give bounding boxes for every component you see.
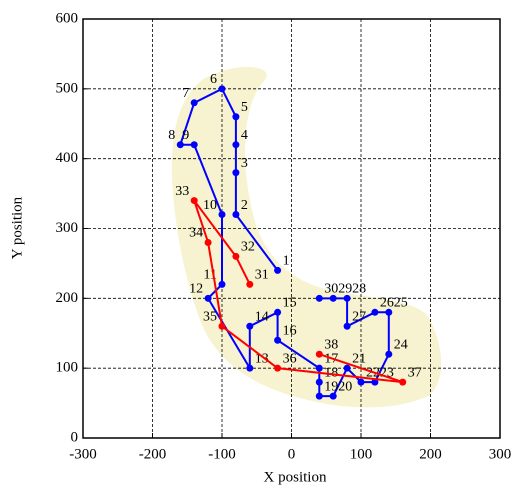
point-label: 33 xyxy=(175,184,189,199)
point-label: 1 xyxy=(283,254,290,269)
point-label: 25 xyxy=(394,296,408,311)
data-point xyxy=(329,392,337,400)
data-point xyxy=(218,322,226,330)
point-label: 32 xyxy=(241,240,255,255)
x-tick-label: 0 xyxy=(288,446,296,462)
x-tick-label: 300 xyxy=(489,446,512,462)
series-line xyxy=(193,199,404,384)
data-point xyxy=(274,266,282,274)
data-point xyxy=(343,364,351,372)
data-point xyxy=(399,378,407,386)
point-label: 37 xyxy=(408,365,422,380)
point-label: 35 xyxy=(203,309,217,324)
data-point xyxy=(385,308,393,316)
data-point xyxy=(176,141,184,149)
point-label: 4 xyxy=(241,128,248,143)
data-point xyxy=(232,169,240,177)
data-point xyxy=(218,211,226,219)
point-label: 18 xyxy=(324,365,338,380)
point-label: 19 xyxy=(324,379,338,394)
point-label: 34 xyxy=(189,226,203,241)
data-point xyxy=(329,294,337,302)
point-label: 10 xyxy=(203,198,217,213)
data-point xyxy=(232,113,240,121)
y-tick-label: 0 xyxy=(71,429,79,445)
point-label: 31 xyxy=(255,268,269,283)
point-label: 24 xyxy=(394,337,408,352)
data-point xyxy=(246,364,254,372)
point-label: 26 xyxy=(380,296,394,311)
data-point xyxy=(204,238,212,246)
data-point xyxy=(232,252,240,260)
data-point xyxy=(357,378,365,386)
region-shading xyxy=(171,66,442,408)
data-point xyxy=(385,350,393,358)
data-point xyxy=(343,294,351,302)
point-label: 38 xyxy=(324,337,338,352)
y-tick-label: 600 xyxy=(56,10,79,26)
point-label: 29 xyxy=(338,282,352,297)
data-point xyxy=(190,99,198,107)
data-point xyxy=(274,364,282,372)
point-label: 3 xyxy=(241,156,248,171)
data-point xyxy=(274,336,282,344)
data-point xyxy=(190,141,198,149)
point-label: 14 xyxy=(255,309,269,324)
data-point xyxy=(204,294,212,302)
data-point xyxy=(315,378,323,386)
data-point xyxy=(371,378,379,386)
data-point xyxy=(232,141,240,149)
x-axis-label: X position xyxy=(264,469,327,485)
point-label: 7 xyxy=(182,86,189,101)
data-point xyxy=(343,322,351,330)
data-point xyxy=(315,350,323,358)
point-label: 27 xyxy=(352,309,366,324)
point-label: 30 xyxy=(324,282,338,297)
x-tick-label: 200 xyxy=(419,446,442,462)
point-label: 15 xyxy=(283,296,297,311)
point-label: 6 xyxy=(210,72,217,87)
x-tick-label: 100 xyxy=(350,446,373,462)
y-tick-label: 500 xyxy=(56,80,79,96)
point-label: 20 xyxy=(338,379,352,394)
data-point xyxy=(190,197,198,205)
data-point xyxy=(218,280,226,288)
y-tick-label: 100 xyxy=(56,360,79,376)
data-point xyxy=(315,294,323,302)
point-label: 9 xyxy=(182,128,189,143)
data-point xyxy=(315,364,323,372)
data-point xyxy=(274,308,282,316)
y-tick-label: 400 xyxy=(56,150,79,166)
data-point xyxy=(246,280,254,288)
point-label: 28 xyxy=(352,282,366,297)
point-label: 16 xyxy=(283,323,297,338)
data-point xyxy=(246,322,254,330)
y-tick-label: 200 xyxy=(56,290,79,306)
data-point xyxy=(315,392,323,400)
point-label: 12 xyxy=(189,282,203,297)
x-tick-label: -300 xyxy=(69,446,97,462)
data-point xyxy=(232,211,240,219)
point-label: 13 xyxy=(255,351,269,366)
point-label: 8 xyxy=(168,128,175,143)
x-tick-label: -200 xyxy=(139,446,167,462)
point-label: 5 xyxy=(241,100,248,115)
y-axis-label: Y position xyxy=(9,196,25,259)
data-point xyxy=(218,85,226,93)
point-label: 2 xyxy=(241,198,248,213)
plot-frame xyxy=(82,18,501,439)
x-tick-label: -100 xyxy=(208,446,236,462)
y-tick-label: 300 xyxy=(56,220,79,236)
point-label: 21 xyxy=(352,351,366,366)
data-point xyxy=(371,308,379,316)
point-label: 36 xyxy=(283,351,297,366)
